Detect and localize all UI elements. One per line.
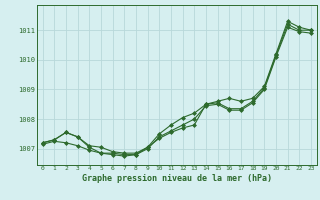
X-axis label: Graphe pression niveau de la mer (hPa): Graphe pression niveau de la mer (hPa) [82, 174, 272, 183]
